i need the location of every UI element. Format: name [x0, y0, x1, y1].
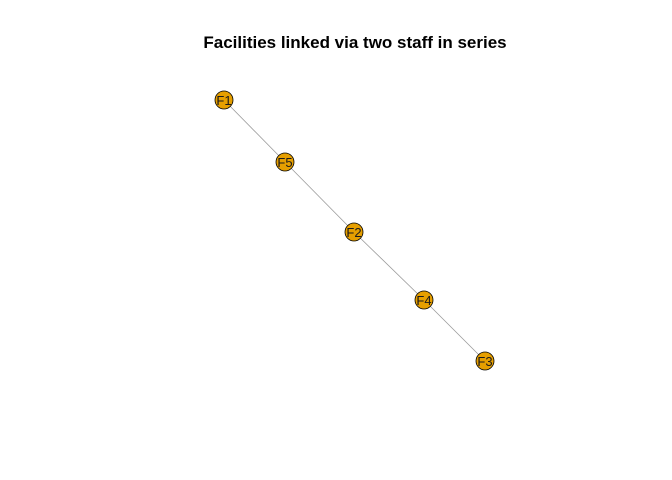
- edge-f2-f4: [353, 231, 425, 301]
- node-circle: [475, 351, 495, 371]
- node-circle: [414, 290, 434, 310]
- node-circle: [344, 222, 364, 242]
- node-circle: [275, 152, 295, 172]
- node-f1: F1: [214, 90, 234, 110]
- node-f5: F5: [275, 152, 295, 172]
- node-label: F3: [477, 354, 492, 369]
- node-label: F5: [277, 155, 292, 170]
- node-label: F1: [216, 93, 231, 108]
- node-label: F4: [416, 293, 431, 308]
- node-f2: F2: [344, 222, 364, 242]
- edge-f5-f2: [284, 161, 355, 233]
- node-group: F1 F5 F2 F4 F3: [214, 90, 495, 371]
- node-f3: F3: [475, 351, 495, 371]
- plot-title: Facilities linked via two staff in serie…: [203, 33, 506, 52]
- node-circle: [214, 90, 234, 110]
- edge-f1-f5: [223, 99, 286, 163]
- edge-f4-f3: [423, 299, 486, 362]
- node-label: F2: [346, 225, 361, 240]
- node-f4: F4: [414, 290, 434, 310]
- edge-group: [223, 99, 486, 362]
